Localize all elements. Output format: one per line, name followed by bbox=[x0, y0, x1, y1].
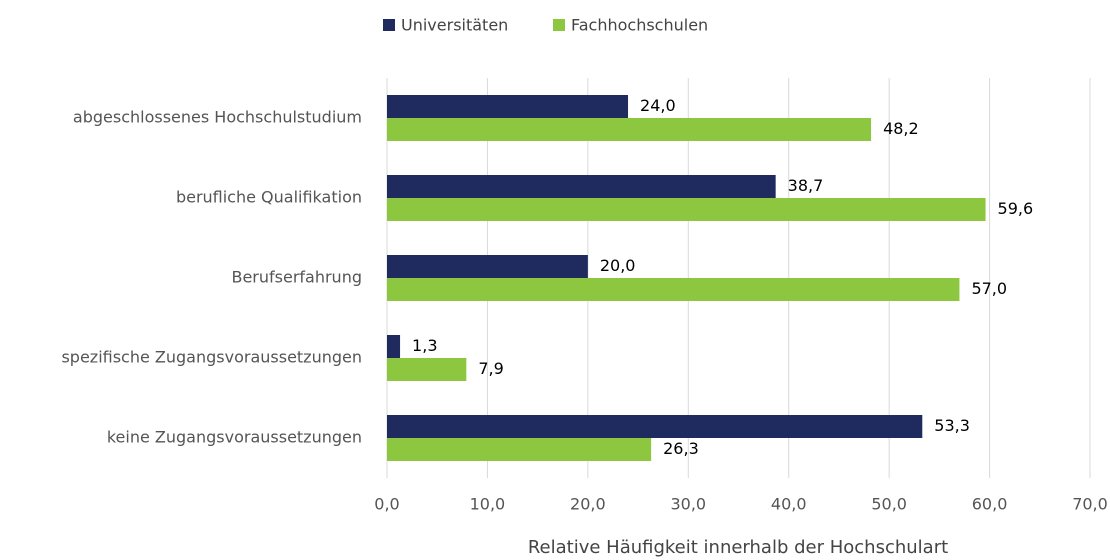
legend-swatch bbox=[383, 19, 395, 31]
y-tick-label: keine Zugangsvoraussetzungen bbox=[107, 428, 362, 447]
y-tick-label: abgeschlossenes Hochschulstudium bbox=[73, 108, 362, 127]
bar bbox=[387, 358, 467, 381]
value-label: 24,0 bbox=[640, 96, 676, 115]
bar bbox=[387, 278, 960, 301]
x-tick-label: 30,0 bbox=[670, 495, 706, 514]
bar bbox=[387, 175, 776, 198]
value-label: 1,3 bbox=[412, 336, 437, 355]
x-tick-label: 70,0 bbox=[1072, 495, 1108, 514]
value-label: 53,3 bbox=[934, 416, 970, 435]
value-label: 57,0 bbox=[971, 279, 1007, 298]
x-tick-label: 10,0 bbox=[470, 495, 506, 514]
value-label: 48,2 bbox=[883, 119, 919, 138]
value-label: 7,9 bbox=[478, 359, 503, 378]
y-tick-label: berufliche Qualifikation bbox=[176, 188, 362, 207]
value-label: 59,6 bbox=[998, 199, 1034, 218]
x-axis-title: Relative Häufigkeit innerhalb der Hochsc… bbox=[528, 537, 948, 558]
bar bbox=[387, 335, 401, 358]
value-label: 38,7 bbox=[788, 176, 824, 195]
bar bbox=[387, 415, 923, 438]
x-tick-label: 20,0 bbox=[570, 495, 606, 514]
bar bbox=[387, 118, 872, 141]
legend-label: Universitäten bbox=[401, 16, 508, 35]
bar bbox=[387, 255, 588, 278]
bar bbox=[387, 198, 986, 221]
legend-label: Fachhochschulen bbox=[571, 16, 708, 35]
x-tick-label: 50,0 bbox=[871, 495, 907, 514]
bar bbox=[387, 438, 652, 461]
x-tick-label: 60,0 bbox=[972, 495, 1008, 514]
x-tick-label: 0,0 bbox=[374, 495, 399, 514]
bar bbox=[387, 95, 629, 118]
legend-swatch bbox=[553, 19, 565, 31]
value-label: 26,3 bbox=[663, 439, 699, 458]
y-tick-label: Berufserfahrung bbox=[231, 268, 362, 287]
value-label: 20,0 bbox=[600, 256, 636, 275]
y-tick-label: spezifische Zugangsvoraussetzungen bbox=[61, 348, 362, 367]
x-tick-label: 40,0 bbox=[771, 495, 807, 514]
